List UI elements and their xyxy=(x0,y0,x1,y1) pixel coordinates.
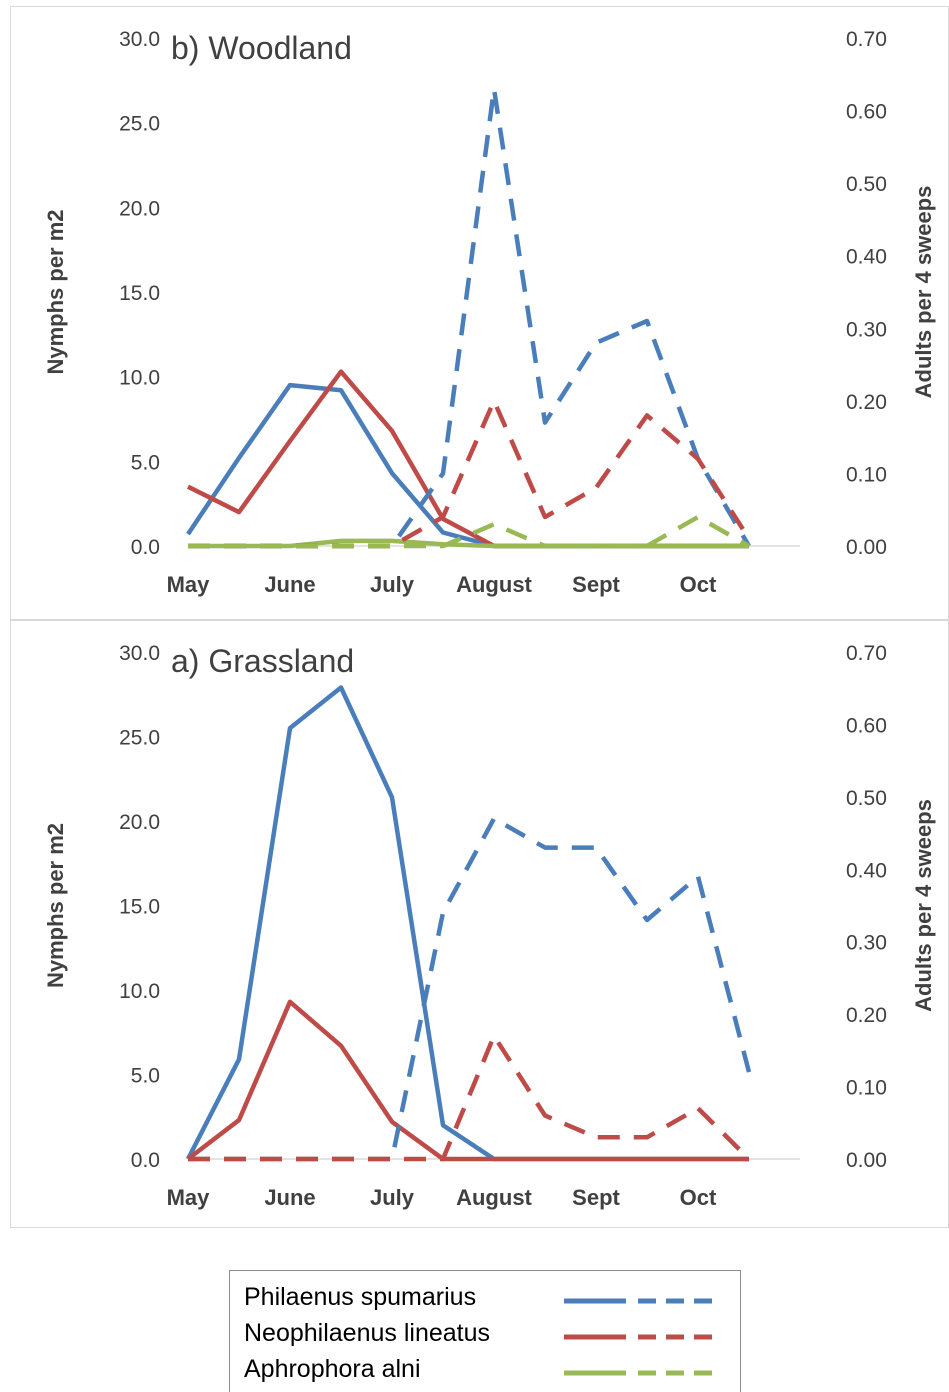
x-tick-label: Oct xyxy=(680,572,717,597)
y-tick-label: 15.0 xyxy=(119,282,160,305)
y2-tick-label: 0.50 xyxy=(846,787,887,810)
y2-tick-label: 0.20 xyxy=(846,1004,887,1027)
x-tick-label: Sept xyxy=(572,1185,620,1210)
y2-tick-label: 0.00 xyxy=(846,1149,887,1172)
series-adults-aphrophora-alni xyxy=(188,514,751,549)
x-tick-label: Oct xyxy=(680,1185,717,1210)
y2-tick-label: 0.70 xyxy=(846,28,887,51)
chart-title: b) Woodland xyxy=(171,30,352,66)
x-tick-label: June xyxy=(264,1185,315,1210)
y2-tick-label: 0.60 xyxy=(846,714,887,737)
legend: Philaenus spumarius Neophilaenus lineatu… xyxy=(229,1270,741,1392)
y-tick-label: 25.0 xyxy=(119,113,160,136)
y2-tick-label: 0.60 xyxy=(846,101,887,124)
y-tick-label: 20.0 xyxy=(119,811,160,834)
woodland-chart: 0.0 5.0 10.0 15.0 20.0 25.0 30.0 0.00 0.10 0.20 0.… xyxy=(43,28,936,597)
series-adults-philaenus-spumarius xyxy=(188,86,751,549)
x-tick-label: May xyxy=(167,1185,211,1210)
y-tick-label: 25.0 xyxy=(119,727,160,750)
y-tick-label: 5.0 xyxy=(131,451,160,474)
x-tick-label: May xyxy=(167,572,211,597)
legend-label-philaenus: Philaenus spumarius xyxy=(244,1283,477,1311)
y2-tick-label: 0.10 xyxy=(846,463,887,486)
grassland-chart-panel: 0.0 5.0 10.0 15.0 20.0 25.0 30.0 0.00 0.10 0.20 0.… xyxy=(10,620,949,1228)
y2-tick-label: 0.30 xyxy=(846,932,887,955)
y2-tick-label: 0.20 xyxy=(846,391,887,414)
x-tick-label: June xyxy=(264,572,315,597)
y-tick-label: 0.0 xyxy=(131,536,160,559)
x-tick-label: July xyxy=(370,1185,415,1210)
legend-swatches xyxy=(564,1298,718,1376)
y-tick-label: 20.0 xyxy=(119,197,160,220)
legend-label-neophilaenus: Neophilaenus lineatus xyxy=(244,1319,491,1347)
y-tick-label: 30.0 xyxy=(119,642,160,665)
y2-tick-label: 0.50 xyxy=(846,173,887,196)
y-tick-label: 0.0 xyxy=(131,1149,160,1172)
series-adults-philaenus-spumarius xyxy=(188,816,752,1162)
legend-label-aphrophora: Aphrophora alni xyxy=(244,1355,421,1383)
grassland-chart: 0.0 5.0 10.0 15.0 20.0 25.0 30.0 0.00 0.10 0.20 0.… xyxy=(43,642,936,1210)
y-tick-label: 5.0 xyxy=(131,1065,160,1088)
y2-axis-title: Adults per 4 sweeps xyxy=(911,799,936,1012)
series-adults-neophilaenus-lineatus xyxy=(188,1033,751,1162)
series-nymphs-philaenus-spumarius xyxy=(185,685,749,1162)
y2-tick-label: 0.30 xyxy=(846,318,887,341)
y2-axis-title: Adults per 4 sweeps xyxy=(911,186,936,399)
x-tick-label: July xyxy=(370,572,415,597)
series-nymphs-neophilaenus-lineatus xyxy=(186,999,749,1162)
woodland-chart-panel: 0.0 5.0 10.0 15.0 20.0 25.0 30.0 0.00 0.10 0.20 0.… xyxy=(10,6,949,620)
y-axis-title: Nymphs per m2 xyxy=(43,823,68,988)
y-tick-label: 30.0 xyxy=(119,28,160,51)
x-tick-label: August xyxy=(456,572,532,597)
y-tick-label: 10.0 xyxy=(119,367,160,390)
y2-tick-label: 0.40 xyxy=(846,246,887,269)
y2-tick-label: 0.10 xyxy=(846,1077,887,1100)
series-adults-neophilaenus-lineatus xyxy=(188,398,751,549)
y-tick-label: 10.0 xyxy=(119,980,160,1003)
y-tick-label: 15.0 xyxy=(119,896,160,919)
x-tick-label: Sept xyxy=(572,572,620,597)
y-axis-title: Nymphs per m2 xyxy=(43,209,68,374)
y2-tick-label: 0.40 xyxy=(846,859,887,882)
y2-tick-label: 0.70 xyxy=(846,642,887,665)
y2-tick-label: 0.00 xyxy=(846,536,887,559)
chart-title: a) Grassland xyxy=(171,643,354,679)
x-tick-label: August xyxy=(456,1185,532,1210)
